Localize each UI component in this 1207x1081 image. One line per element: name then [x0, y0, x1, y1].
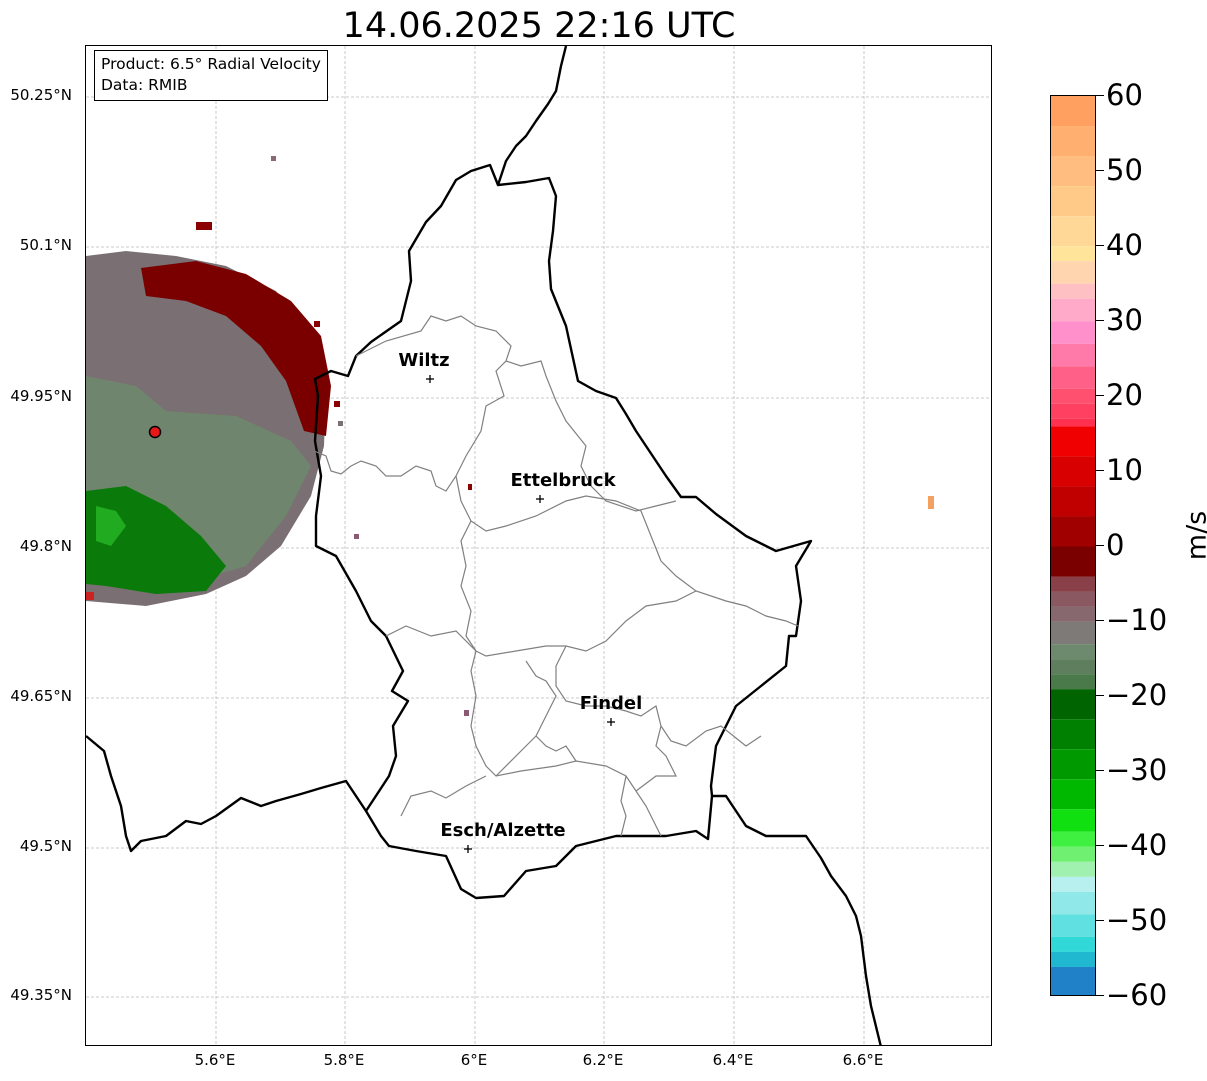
- map-canvas: [86, 46, 991, 1045]
- echo-positive-north: [141, 261, 331, 436]
- lat-label: 49.8°N: [19, 537, 72, 555]
- city-markers: [426, 375, 615, 853]
- lat-label: 50.1°N: [19, 236, 72, 254]
- colorbar-tick: [1096, 920, 1104, 921]
- colorbar-tick: [1096, 620, 1104, 621]
- colorbar-tick-label: −60: [1106, 978, 1168, 1012]
- echo-negative-bright: [96, 506, 126, 546]
- lon-label: 6.6°E: [842, 1051, 884, 1069]
- lon-label: 6°E: [460, 1051, 488, 1069]
- colorbar-tick: [1096, 320, 1104, 321]
- luxembourg-border: [313, 163, 813, 900]
- radar-echo: [86, 156, 934, 716]
- data-source-label: Data: RMIB: [101, 76, 188, 94]
- colorbar-tick: [1096, 770, 1104, 771]
- product-info-box: Product: 6.5° Radial Velocity Data: RMIB: [94, 50, 328, 101]
- colorbar-tick: [1096, 845, 1104, 846]
- lon-label: 6.2°E: [582, 1051, 624, 1069]
- lat-label: 49.95°N: [10, 387, 72, 405]
- country-borders: [86, 46, 882, 1045]
- colorbar-tick-label: −30: [1106, 753, 1168, 787]
- city-label-wiltz: Wiltz: [398, 350, 450, 371]
- lon-label: 5.8°E: [323, 1051, 365, 1069]
- colorbar-tick: [1096, 695, 1104, 696]
- echo-negative-south: [86, 486, 226, 594]
- colorbar-tick-label: 30: [1106, 303, 1143, 337]
- lon-label: 6.4°E: [712, 1051, 754, 1069]
- map-area[interactable]: [85, 45, 992, 1046]
- colorbar-unit-label: m/s: [1181, 510, 1207, 561]
- colorbar-tick-label: −40: [1106, 828, 1168, 862]
- canton-borders: [313, 315, 799, 837]
- city-label-ettelbruck: Ettelbruck: [510, 470, 616, 491]
- lat-label: 49.5°N: [19, 837, 72, 855]
- colorbar-tick: [1096, 95, 1104, 96]
- colorbar: [1050, 95, 1096, 996]
- colorbar-tick: [1096, 545, 1104, 546]
- border-southeast: [712, 794, 882, 1045]
- colorbar-tick-label: 10: [1106, 453, 1143, 487]
- colorbar-tick-label: 0: [1106, 528, 1125, 562]
- colorbar-gradient: [1051, 96, 1095, 995]
- map-title: 14.06.2025 22:16 UTC: [342, 6, 736, 46]
- lat-label: 50.25°N: [10, 86, 72, 104]
- colorbar-tick-label: 50: [1106, 153, 1143, 187]
- colorbar-tick-label: −50: [1106, 903, 1168, 937]
- lat-label: 49.35°N: [10, 986, 72, 1004]
- lat-label: 49.65°N: [10, 687, 72, 705]
- city-label-esch-alzette: Esch/Alzette: [440, 820, 566, 841]
- colorbar-tick-label: 40: [1106, 228, 1143, 262]
- lon-label: 5.6°E: [194, 1051, 236, 1069]
- colorbar-tick-label: −10: [1106, 603, 1168, 637]
- city-label-findel: Findel: [579, 693, 643, 714]
- colorbar-tick: [1096, 995, 1104, 996]
- radar-site-marker: [148, 425, 162, 439]
- colorbar-tick-label: 60: [1106, 78, 1143, 112]
- colorbar-tick-label: −20: [1106, 678, 1168, 712]
- colorbar-tick: [1096, 395, 1104, 396]
- colorbar-tick: [1096, 470, 1104, 471]
- product-label: Product: 6.5° Radial Velocity: [101, 55, 321, 73]
- border-southwest: [86, 735, 367, 853]
- border-north: [496, 46, 568, 186]
- colorbar-tick-label: 20: [1106, 378, 1143, 412]
- colorbar-tick: [1096, 245, 1104, 246]
- colorbar-tick: [1096, 170, 1104, 171]
